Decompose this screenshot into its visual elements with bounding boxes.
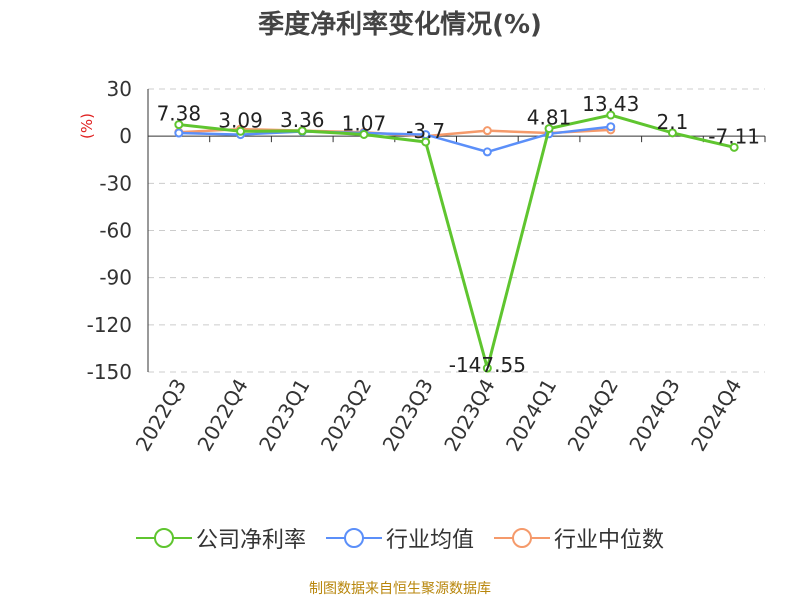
- series-line-0: [178, 113, 735, 370]
- data-point: [606, 110, 616, 120]
- data-label: 3.36: [280, 108, 325, 132]
- x-tick-label: 2024Q2: [563, 375, 623, 456]
- data-point: [174, 128, 184, 138]
- y-tick-label: 30: [107, 77, 132, 101]
- x-tick-label: 2024Q1: [501, 375, 561, 456]
- data-label: -147.55: [449, 353, 526, 377]
- data-point: [667, 128, 677, 138]
- data-point: [729, 142, 739, 152]
- data-point: [359, 129, 369, 139]
- series-line-1: [178, 125, 611, 154]
- data-point: [174, 120, 184, 130]
- data-point: [236, 126, 246, 136]
- y-tick-label: -120: [87, 313, 132, 337]
- legend-label-industry-mean: 行业均值: [385, 528, 474, 553]
- data-label: 1.07: [342, 111, 387, 135]
- data-point: [544, 124, 554, 134]
- data-point: [482, 147, 492, 157]
- data-label: 7.38: [157, 102, 202, 126]
- source-note: 制图数据来自恒生聚源数据库: [309, 581, 491, 597]
- y-tick-label: -30: [99, 171, 132, 195]
- data-label: 13.43: [582, 92, 639, 116]
- data-point: [482, 363, 492, 373]
- x-tick-label: 2023Q4: [439, 374, 499, 455]
- legend-label-industry-median: 行业中位数: [554, 528, 665, 553]
- data-point: [421, 137, 431, 147]
- x-tick-label: 2022Q3: [131, 375, 191, 456]
- y-tick-label: -150: [87, 360, 132, 384]
- data-point: [606, 122, 616, 132]
- data-point: [297, 126, 307, 136]
- data-label: 4.81: [527, 106, 572, 130]
- data-label: 3.09: [218, 108, 263, 132]
- x-tick-label: 2023Q2: [316, 375, 376, 456]
- chart-title: 季度净利率变化情况(%): [258, 10, 542, 40]
- legend-marker-company-icon: [135, 528, 192, 548]
- data-label: 2.1: [657, 110, 689, 134]
- x-tick-label: 2024Q4: [686, 375, 746, 456]
- legend-marker-median-icon: [494, 528, 550, 548]
- data-label: -3.7: [406, 119, 445, 143]
- data-label: -7.11: [708, 124, 760, 148]
- legend-item-industry-mean[interactable]: 行业均值: [325, 522, 474, 554]
- legend: 公司净利率 行业均值 行业中位数: [0, 518, 800, 558]
- y-tick-label: -90: [99, 266, 132, 290]
- y-tick-label: -60: [99, 219, 132, 243]
- legend-item-company[interactable]: 公司净利率: [135, 522, 306, 554]
- x-tick-label: 2023Q1: [254, 375, 314, 456]
- legend-label-company: 公司净利率: [195, 528, 306, 553]
- data-point: [482, 126, 492, 136]
- x-tick-label: 2024Q3: [624, 375, 684, 456]
- y-tick-label: 0: [119, 124, 132, 148]
- legend-item-industry-median[interactable]: 行业中位数: [494, 522, 664, 554]
- x-tick-label: 2022Q4: [192, 375, 252, 456]
- legend-marker-mean-icon: [325, 528, 382, 548]
- x-tick-label: 2023Q3: [378, 375, 438, 456]
- y-axis-label: (%): [78, 113, 96, 139]
